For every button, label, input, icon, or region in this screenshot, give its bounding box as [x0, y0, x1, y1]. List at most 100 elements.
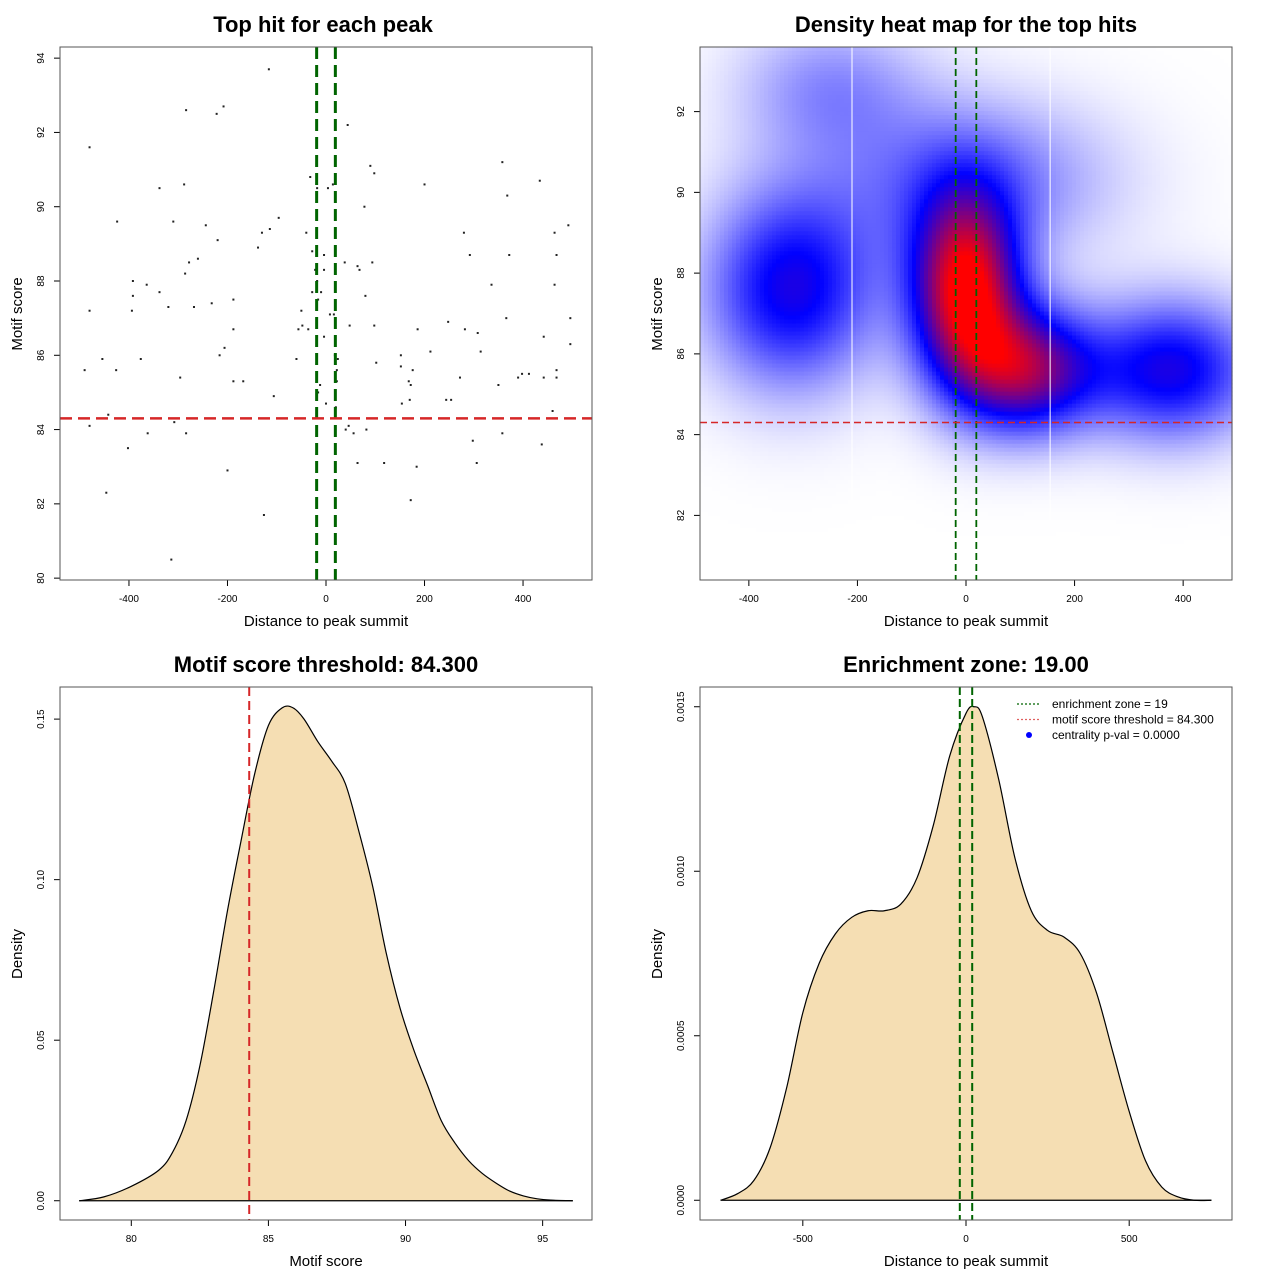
heatmap-cell — [704, 115, 709, 120]
heatmap-cell — [1204, 159, 1209, 164]
heatmap-cell — [856, 103, 861, 108]
heatmap-cell — [896, 183, 901, 188]
scatter-point — [463, 328, 466, 331]
heatmap-cell — [800, 51, 805, 56]
heatmap-cell — [928, 51, 933, 56]
heatmap-cell — [860, 99, 865, 104]
heatmap-cell — [1112, 115, 1117, 120]
heatmap-cell — [712, 111, 717, 116]
heatmap-cell — [704, 123, 709, 128]
heatmap-cell — [776, 115, 781, 120]
heatmap-cell — [700, 103, 705, 108]
heatmap-cell — [1136, 79, 1141, 84]
scatter-point — [407, 380, 410, 383]
heatmap-cell — [844, 99, 849, 104]
heatmap-cell — [1116, 87, 1121, 92]
heatmap-cell — [1196, 55, 1201, 60]
scatter-point — [309, 176, 312, 178]
heatmap-cell — [1092, 79, 1097, 84]
heatmap-cell — [852, 63, 857, 68]
heatmap-cell — [996, 91, 1001, 96]
heatmap-cell — [1140, 171, 1145, 176]
heatmap-cell — [896, 175, 901, 180]
heatmap-cell — [908, 115, 913, 120]
heatmap-cell — [972, 99, 977, 104]
heatmap-cell — [1080, 127, 1085, 132]
heatmap-cell — [1168, 151, 1173, 156]
heatmap-cell — [924, 79, 929, 84]
heatmap-cell — [1008, 51, 1013, 56]
heatmap-cell — [932, 179, 937, 184]
heatmap-cell — [968, 187, 973, 192]
heatmap-cell — [732, 79, 737, 84]
heatmap-cell — [700, 119, 705, 124]
heatmap-cell — [1088, 151, 1093, 156]
heatmap-cell — [816, 75, 821, 80]
heatmap-cell — [920, 135, 925, 140]
heatmap-cell — [808, 107, 813, 112]
heatmap-cell — [1220, 103, 1225, 108]
scatter-point — [375, 361, 378, 364]
heatmap-cell — [1132, 63, 1137, 68]
heatmap-cell — [1200, 187, 1205, 192]
heatmap-cell — [1140, 67, 1145, 72]
heatmap-cell — [804, 83, 809, 88]
heatmap-cell — [972, 155, 977, 160]
heatmap-cell — [968, 183, 973, 188]
heatmap-cell — [1144, 95, 1149, 100]
heatmap-cell — [1108, 91, 1113, 96]
heatmap-cell — [932, 91, 937, 96]
heatmap-cell — [836, 75, 841, 80]
heatmap-cell — [1144, 131, 1149, 136]
heatmap-cell — [1064, 163, 1069, 168]
heatmap-cell — [1140, 147, 1145, 152]
heatmap-cell — [1076, 127, 1081, 132]
heatmap-cell — [1172, 103, 1177, 108]
heatmap-cell — [1088, 139, 1093, 144]
heatmap-cell — [1076, 123, 1081, 128]
scatter-point — [226, 469, 229, 472]
heatmap-cell — [1144, 87, 1149, 92]
heatmap-cell — [992, 131, 997, 136]
heatmap-cell — [804, 131, 809, 136]
heatmap-cell — [844, 63, 849, 68]
heatmap-cell — [700, 159, 705, 164]
heatmap-cell — [1044, 67, 1049, 72]
heatmap-cell — [1084, 79, 1089, 84]
heatmap-cell — [1004, 167, 1009, 172]
heatmap-cell — [704, 147, 709, 152]
heatmap-cell — [728, 47, 733, 52]
heatmap-cell — [1096, 55, 1101, 60]
heatmap-cell — [968, 115, 973, 120]
heatmap-cell — [928, 83, 933, 88]
heatmap-cell — [1000, 119, 1005, 124]
heatmap-cell — [928, 127, 933, 132]
heatmap-cell — [908, 135, 913, 140]
heatmap-cell — [884, 55, 889, 60]
heatmap-cell — [964, 55, 969, 60]
heatmap-cell — [804, 99, 809, 104]
heatmap-cell — [824, 155, 829, 160]
scatter-point — [146, 432, 149, 435]
heatmap-cell — [732, 175, 737, 180]
heatmap-cell — [1076, 159, 1081, 164]
heatmap-cell — [984, 139, 989, 144]
heatmap-cell — [852, 51, 857, 56]
plot-frame — [59, 46, 593, 581]
heatmap-cell — [1056, 63, 1061, 68]
heatmap-cell — [840, 139, 845, 144]
heatmap-cell — [996, 55, 1001, 60]
heatmap-cell — [1108, 103, 1113, 108]
heatmap-cell — [848, 59, 853, 64]
heatmap-cell — [924, 51, 929, 56]
heatmap-cell — [1104, 111, 1109, 116]
heatmap-cell — [1036, 67, 1041, 72]
heatmap-cell — [824, 143, 829, 148]
heatmap-cell — [856, 107, 861, 112]
heatmap-cell — [724, 111, 729, 116]
heatmap-cell — [872, 107, 877, 112]
heatmap-cell — [792, 159, 797, 164]
heatmap-cell — [832, 87, 837, 92]
heatmap-cell — [1036, 91, 1041, 96]
scatter-point — [356, 265, 359, 268]
